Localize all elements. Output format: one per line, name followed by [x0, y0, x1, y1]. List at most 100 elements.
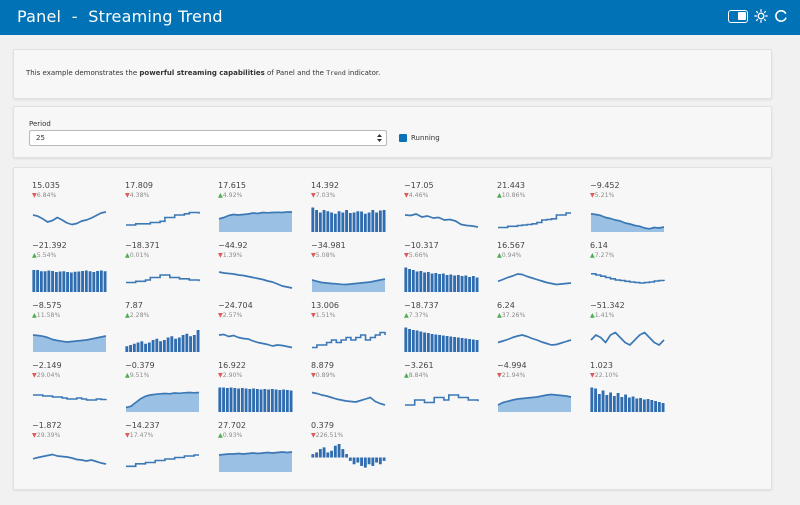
sparkline-step-line — [591, 273, 665, 284]
sparkline-bar — [322, 210, 326, 232]
sparkline-bar — [311, 454, 315, 458]
sparkline-bar — [244, 388, 248, 412]
trend-value: 13.006 — [311, 301, 339, 310]
trend-value: −4.994 — [497, 361, 527, 370]
trend-indicator: −14.237 ▼17.47% — [125, 421, 207, 483]
running-checkbox[interactable] — [399, 134, 407, 142]
trend-indicator: −18.737 ▲7.37% — [404, 301, 486, 363]
sparkline-bar — [415, 330, 419, 352]
trend-change-percent: 29.04% — [36, 372, 61, 379]
sparkline-bar — [375, 457, 378, 463]
sparkline-plot — [498, 212, 571, 229]
theme-toggle-icon[interactable] — [728, 9, 748, 23]
sparkline-plot — [497, 334, 572, 346]
sparkline-bar — [274, 389, 278, 412]
sparkline-bar — [460, 338, 464, 352]
sparkline-plot — [32, 334, 107, 352]
trend-indicator: −34.981 ▼5.08% — [311, 241, 393, 303]
sparkline-bar — [375, 212, 378, 232]
period-input[interactable]: 25 — [29, 130, 387, 146]
trend-indicator: 27.702 ▲0.93% — [218, 421, 300, 483]
trend-change-percent: 1.39% — [222, 252, 243, 259]
trend-indicator: −21.392 ▲5.54% — [32, 241, 114, 303]
sparkline-bar — [147, 342, 151, 352]
description-text: This example demonstrates the powerful s… — [26, 69, 380, 77]
sparkline-bar — [229, 387, 233, 412]
trend-change-percent: 6.84% — [36, 192, 57, 199]
trend-change-percent: 5.21% — [594, 192, 615, 199]
trend-indicator: −8.575 ▲11.58% — [32, 301, 114, 363]
sparkline-bar — [654, 401, 657, 412]
trend-indicator: 16.922 ▼2.90% — [218, 361, 300, 423]
trend-change: ▼5.21% — [590, 192, 614, 199]
trend-value: 14.392 — [311, 181, 339, 190]
sparkline-area — [219, 212, 292, 232]
arrow-down-icon: ▼ — [311, 192, 316, 199]
trend-value: 7.87 — [125, 301, 143, 310]
trend-change-percent: 2.57% — [222, 312, 243, 319]
trend-change: ▼1.39% — [218, 252, 242, 259]
sparkline-bar — [378, 457, 382, 465]
trend-value: −18.371 — [125, 241, 160, 250]
arrow-down-icon: ▼ — [32, 192, 37, 199]
sparkline-bar — [166, 337, 170, 352]
sparkline-plot — [590, 212, 665, 232]
sparkline-line — [32, 334, 107, 343]
trend-change-percent: 7.37% — [408, 312, 429, 319]
sparkline-bar — [434, 334, 438, 352]
sparkline-line — [32, 211, 107, 226]
trend-change-percent: 2.90% — [222, 372, 243, 379]
sparkline-bar — [352, 212, 356, 232]
sparkline-bar — [650, 400, 654, 412]
sparkline-line — [125, 391, 200, 409]
sparkline-bar — [136, 342, 140, 352]
sparkline-bar — [330, 450, 333, 458]
trend-value: −10.317 — [404, 241, 439, 250]
trend-change-percent: 5.54% — [36, 252, 57, 259]
sparkline-bar — [453, 275, 456, 292]
sparkline-plot — [311, 444, 386, 468]
sparkline-bar — [92, 272, 96, 292]
sparkline-area — [312, 279, 385, 292]
sparkline-plot — [125, 330, 200, 352]
sparkline-plot — [311, 391, 386, 406]
sparkline-plot — [311, 207, 386, 232]
trend-indicator: −1.872 ▼29.39% — [32, 421, 114, 483]
sparkline-bar — [47, 270, 51, 292]
trend-change: ▲0.94% — [497, 252, 521, 259]
sun-icon[interactable] — [754, 9, 768, 23]
arrow-down-icon: ▼ — [497, 372, 502, 379]
sparkline-bar — [464, 275, 468, 292]
trend-change-percent: 0.01% — [129, 252, 150, 259]
sparkline-plot — [404, 213, 479, 228]
trend-change: ▼6.84% — [32, 192, 56, 199]
trend-change-percent: 29.39% — [36, 432, 61, 439]
sparkline-line — [218, 333, 293, 349]
arrow-up-icon: ▲ — [404, 372, 409, 379]
sparkline-step-line — [126, 274, 200, 284]
trend-value: −18.737 — [404, 301, 439, 310]
sparkline-bar — [140, 341, 144, 352]
trend-change: ▼4.38% — [125, 192, 149, 199]
trend-indicator: 16.567 ▲0.94% — [497, 241, 579, 303]
sparkline-bar — [267, 389, 270, 412]
spinner-arrows-icon[interactable] — [376, 132, 383, 144]
sparkline-bar — [151, 340, 155, 352]
trend-indicator: −10.317 ▼5.66% — [404, 241, 486, 303]
trend-value: −0.379 — [125, 361, 155, 370]
sparkline-bar — [315, 210, 318, 232]
sparkline-bar — [233, 388, 237, 412]
trend-change: ▲7.37% — [404, 312, 428, 319]
sparkline-bar — [456, 337, 460, 352]
arrow-down-icon: ▼ — [590, 372, 595, 379]
sparkline-bar — [341, 212, 345, 232]
reload-icon[interactable] — [774, 9, 788, 23]
sparkline-bar — [419, 331, 423, 352]
sparkline-plot — [497, 273, 572, 286]
arrow-down-icon: ▼ — [311, 432, 316, 439]
sparkline-line — [311, 391, 386, 406]
sparkline-plot — [404, 327, 479, 352]
trend-indicator: 17.615 ▲4.92% — [218, 181, 300, 243]
sparkline-bar — [62, 271, 66, 292]
trend-value: −2.149 — [32, 361, 62, 370]
